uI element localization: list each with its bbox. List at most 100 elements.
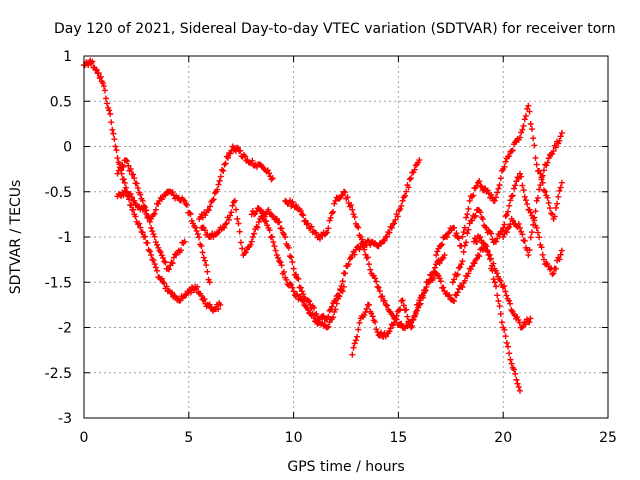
data-point — [481, 244, 488, 251]
data-point — [268, 176, 275, 183]
data-point — [297, 293, 304, 300]
data-point — [501, 163, 508, 170]
data-point — [287, 280, 294, 287]
data-point — [400, 302, 407, 309]
data-point — [282, 234, 289, 240]
data-point — [160, 254, 167, 261]
data-point — [206, 301, 213, 308]
data-point — [459, 233, 466, 240]
x-tick-label: 10 — [285, 430, 303, 446]
data-point — [494, 189, 501, 196]
data-point — [110, 130, 117, 137]
data-point — [465, 205, 472, 212]
data-point — [209, 197, 216, 204]
data-point — [415, 304, 422, 311]
data-point — [289, 259, 296, 266]
data-point — [108, 119, 115, 126]
data-point — [131, 197, 138, 204]
data-point — [514, 174, 521, 181]
data-point — [217, 301, 224, 308]
data-point — [292, 292, 299, 299]
data-point — [325, 323, 332, 330]
data-point — [290, 265, 297, 272]
data-point — [519, 182, 526, 189]
data-point — [502, 333, 509, 340]
data-point — [499, 319, 506, 326]
data-point — [161, 280, 168, 287]
data-point — [556, 137, 563, 144]
data-point — [493, 194, 500, 201]
data-point — [449, 297, 456, 304]
data-point — [378, 329, 385, 336]
data-point — [453, 230, 460, 237]
data-point — [316, 235, 323, 242]
data-point — [308, 223, 315, 230]
data-point — [388, 224, 395, 231]
data-point — [488, 230, 495, 237]
data-point — [121, 179, 128, 186]
data-point — [254, 224, 261, 231]
data-point — [223, 220, 230, 227]
data-point — [194, 283, 201, 290]
data-point — [401, 192, 408, 199]
data-point — [258, 207, 265, 214]
data-point — [215, 305, 222, 312]
data-point — [410, 316, 417, 323]
data-series-10 — [449, 170, 565, 286]
data-point — [412, 310, 419, 317]
data-point — [292, 271, 299, 278]
data-point — [142, 204, 149, 211]
data-point — [269, 233, 276, 240]
data-point — [266, 227, 273, 234]
data-point — [350, 344, 357, 351]
data-point — [334, 295, 341, 302]
y-tick-label: -1 — [58, 230, 72, 246]
data-point — [227, 212, 234, 219]
data-point — [304, 306, 311, 313]
data-point — [297, 284, 304, 291]
data-point — [221, 224, 228, 231]
data-point — [313, 230, 320, 237]
y-tick-label: 0.5 — [50, 94, 72, 110]
data-point — [130, 171, 137, 178]
data-point — [527, 120, 534, 127]
data-point — [506, 350, 513, 357]
data-point — [525, 252, 532, 259]
data-point — [471, 213, 478, 220]
data-point — [111, 136, 118, 143]
data-point — [310, 304, 317, 311]
data-point — [556, 256, 563, 263]
data-point — [470, 192, 477, 199]
data-point — [144, 239, 151, 246]
data-point — [549, 150, 556, 157]
x-tick-label: 25 — [599, 430, 617, 446]
data-point — [149, 228, 156, 235]
data-point — [490, 276, 497, 283]
data-point — [373, 326, 380, 333]
data-point — [526, 108, 533, 115]
data-point — [493, 270, 500, 277]
data-point — [501, 283, 508, 290]
data-point — [163, 283, 170, 290]
data-point — [107, 111, 114, 118]
data-point — [422, 288, 429, 295]
data-point — [521, 193, 528, 200]
data-point — [373, 278, 380, 285]
data-point — [509, 192, 516, 199]
data-point — [304, 297, 311, 304]
data-point — [251, 211, 258, 218]
data-series-2 — [114, 187, 213, 286]
data-point — [361, 246, 368, 253]
data-point — [120, 176, 127, 183]
data-point — [235, 220, 242, 227]
data-point — [195, 234, 202, 241]
data-point — [162, 259, 169, 266]
data-point — [361, 312, 368, 319]
data-point — [514, 380, 521, 387]
data-point — [501, 326, 508, 333]
data-point — [459, 284, 466, 291]
data-point — [386, 229, 393, 236]
data-point — [528, 126, 535, 133]
data-point — [543, 162, 550, 169]
data-point — [106, 107, 113, 114]
